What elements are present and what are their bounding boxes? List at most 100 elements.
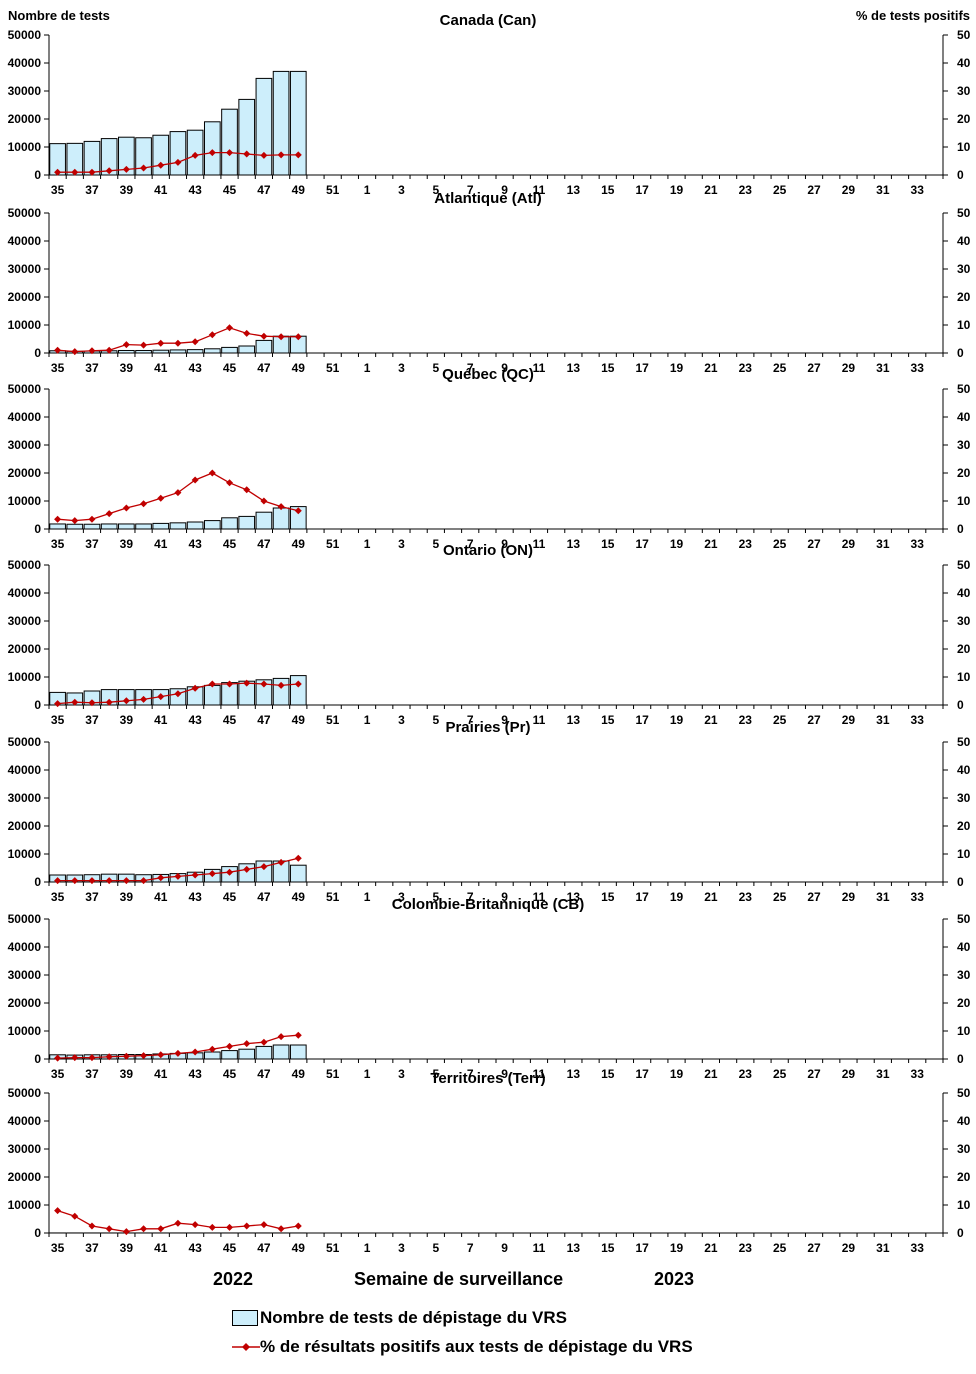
positivity-point-week-40 [140, 164, 148, 172]
positivity-point-week-38 [105, 877, 113, 885]
positivity-point-week-47 [260, 1038, 268, 1046]
left-y-tick-label: 10000 [8, 847, 42, 861]
chart-panel-territoires-terr: Territoires (Terr) 0 10000 20000 30000 40000 5… [8, 1070, 971, 1255]
right-y-tick-label: 0 [957, 522, 964, 536]
positivity-point-week-46 [243, 329, 251, 337]
right-y-tick-label: 40 [957, 940, 971, 954]
positivity-point-week-38 [105, 346, 113, 354]
left-y-tick-label: 30000 [8, 968, 42, 982]
positivity-point-week-37 [88, 699, 96, 707]
right-y-tick-label: 0 [957, 698, 964, 712]
positivity-point-week-37 [88, 877, 96, 885]
positivity-point-week-44 [208, 1045, 216, 1053]
x-tick-label: 45 [223, 890, 237, 904]
positivity-point-week-46 [243, 486, 251, 494]
x-tick-label: 33 [911, 1067, 925, 1081]
x-tick-label: 39 [120, 1067, 134, 1081]
x-tick-label: 1 [364, 361, 371, 375]
x-tick-label: 37 [85, 713, 99, 727]
right-y-tick-label: 10 [957, 140, 971, 154]
x-tick-label: 49 [292, 361, 306, 375]
positivity-point-week-48 [277, 503, 285, 511]
positivity-point-week-40 [140, 1052, 148, 1060]
left-y-tick-label: 20000 [8, 642, 42, 656]
x-tick-label: 17 [635, 361, 649, 375]
left-y-tick-label: 30000 [8, 84, 42, 98]
x-tick-label: 17 [635, 1241, 649, 1255]
bar-week-39 [118, 523, 135, 530]
right-y-tick-label: 20 [957, 112, 971, 126]
bar-week-44 [203, 348, 221, 354]
right-y-tick-label: 20 [957, 996, 971, 1010]
right-y-tick-label: 20 [957, 642, 971, 656]
right-y-tick-label: 30 [957, 84, 971, 98]
x-tick-label: 9 [501, 183, 508, 197]
legend-bar-swatch [232, 1310, 258, 1326]
chart-panel-atlantique-atl: Atlantique (Atl)010000200003000040000500… [8, 190, 971, 375]
left-y-tick-label: 10000 [8, 1198, 42, 1212]
positivity-point-week-45 [226, 479, 234, 487]
positivity-point-week-35 [54, 346, 62, 354]
left-y-tick-label: 0 [34, 1052, 41, 1066]
positivity-point-week-40 [140, 500, 148, 508]
positivity-point-week-46 [243, 1222, 251, 1230]
positivity-point-week-35 [54, 515, 62, 523]
x-tick-label: 17 [635, 183, 649, 197]
x-tick-label: 21 [704, 890, 718, 904]
right-y-tick-label: 0 [957, 168, 964, 182]
right-y-tick-label: 40 [957, 410, 971, 424]
bar-week-40 [135, 523, 152, 530]
positivity-point-week-42 [174, 872, 182, 880]
x-tick-label: 33 [911, 713, 925, 727]
x-tick-label: 29 [842, 1067, 856, 1081]
x-tick-label: 41 [154, 713, 168, 727]
chart-title: Ontario (ON) [443, 542, 533, 559]
x-tick-label: 25 [773, 713, 787, 727]
right-y-tick-label: 20 [957, 290, 971, 304]
x-tick-label: 23 [739, 713, 753, 727]
chart-title: Prairies (Pr) [445, 719, 530, 736]
x-tick-label: 33 [911, 361, 925, 375]
positivity-point-week-40 [140, 695, 148, 703]
left-y-tick-label: 30000 [8, 614, 42, 628]
left-y-tick-label: 30000 [8, 791, 42, 805]
x-tick-label: 51 [326, 713, 340, 727]
bar-week-46 [238, 1048, 256, 1060]
x-tick-label: 19 [670, 1067, 684, 1081]
x-tick-label: 19 [670, 713, 684, 727]
x-tick-label: 45 [223, 537, 237, 551]
positivity-point-week-45 [226, 1223, 234, 1231]
positivity-point-week-39 [122, 341, 130, 349]
positivity-point-week-47 [260, 332, 268, 340]
x-tick-label: 15 [601, 1241, 615, 1255]
x-tick-label: 23 [739, 361, 753, 375]
right-y-tick-label: 30 [957, 1142, 971, 1156]
right-y-tick-label: 50 [957, 735, 971, 749]
positivity-point-week-38 [105, 167, 113, 175]
bar-week-41 [152, 522, 170, 530]
x-tick-label: 11 [533, 537, 546, 551]
left-y-tick-label: 20000 [8, 290, 42, 304]
positivity-point-week-45 [226, 324, 234, 332]
positivity-point-week-41 [157, 339, 165, 347]
x-tick-label: 17 [635, 537, 649, 551]
left-y-tick-label: 40000 [8, 763, 42, 777]
positivity-point-week-49 [294, 854, 302, 862]
x-tick-label: 27 [807, 1067, 821, 1081]
x-tick-label: 5 [432, 890, 439, 904]
x-tick-label: 31 [876, 1241, 890, 1255]
left-y-tick-label: 50000 [8, 912, 42, 926]
positivity-point-week-35 [54, 168, 62, 176]
x-tick-label: 41 [154, 537, 168, 551]
bar-week-46 [238, 515, 256, 530]
x-tick-label: 21 [704, 1067, 718, 1081]
x-tick-label: 3 [398, 1067, 405, 1081]
x-tick-label: 47 [257, 361, 271, 375]
chart-title: Québec (QC) [442, 366, 534, 383]
positivity-point-week-41 [157, 874, 165, 882]
positivity-point-week-36 [71, 517, 79, 525]
left-y-tick-label: 10000 [8, 670, 42, 684]
positivity-point-week-38 [105, 698, 113, 706]
left-y-tick-label: 20000 [8, 1170, 42, 1184]
x-tick-label: 39 [120, 361, 134, 375]
